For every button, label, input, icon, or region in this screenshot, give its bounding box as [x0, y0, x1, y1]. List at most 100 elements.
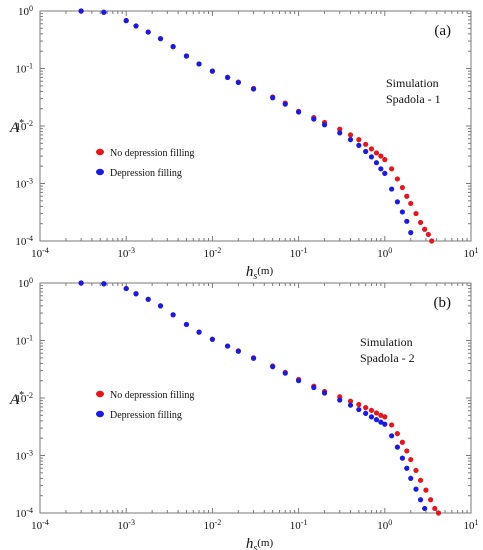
data-point: [373, 417, 380, 423]
data-point: [347, 402, 354, 408]
annotation-line: Spadola - 2: [360, 351, 415, 365]
data-point: [404, 218, 410, 224]
data-point: [378, 412, 384, 418]
y-tick-label: 10-1: [15, 62, 33, 76]
y-tick-label: 10-1: [15, 334, 33, 348]
data-point: [429, 238, 435, 244]
x-tick-label: 10-4: [31, 246, 49, 260]
data-point: [389, 166, 395, 172]
data-point: [235, 348, 241, 354]
data-point: [356, 142, 362, 148]
data-point: [311, 384, 317, 391]
data-point: [250, 86, 257, 92]
data-point: [347, 137, 354, 143]
data-point: [101, 9, 107, 15]
data-point: [347, 398, 354, 404]
plot-frame: [39, 10, 472, 242]
x-tick-label: 101: [464, 246, 479, 260]
data-point: [413, 486, 419, 492]
data-point: [224, 343, 231, 349]
data-point: [389, 186, 395, 192]
data-point: [209, 336, 215, 342]
data-point: [270, 95, 276, 101]
y-axis-label: A*: [9, 118, 24, 136]
data-point: [282, 101, 288, 107]
data-point: [250, 355, 257, 361]
annotation-line: Simulation: [386, 76, 439, 90]
data-point: [417, 497, 424, 503]
data-point: [399, 184, 405, 191]
data-point: [356, 137, 362, 143]
data-point: [270, 364, 276, 370]
data-point: [394, 444, 400, 450]
data-point: [209, 68, 215, 74]
legend-marker: [96, 168, 104, 176]
data-point: [78, 280, 84, 286]
data-point: [196, 61, 202, 67]
legend-label: Depression filling: [110, 168, 182, 179]
series-1: [78, 8, 435, 244]
x-tick-label: 10-2: [204, 246, 222, 260]
data-point: [296, 378, 302, 384]
data-point: [404, 193, 410, 199]
legend-marker: [96, 410, 104, 418]
data-point: [389, 422, 395, 428]
legend: No depression filling Depression filling: [96, 390, 194, 421]
data-point: [145, 296, 151, 302]
y-tick-label: 10-2: [15, 391, 33, 405]
panel-label: (b): [434, 295, 452, 311]
legend-label: No depression filling: [110, 390, 194, 401]
data-point: [356, 406, 362, 413]
y-axis-label: A*: [9, 390, 24, 408]
x-tick-label: 10-1: [290, 518, 308, 532]
data-point: [408, 456, 414, 463]
chart-panel-1: 10-4 10-3 10-2 10-1 100 101 100 10-1 10-2 10-3 10-…: [9, 4, 479, 282]
data-point: [404, 448, 410, 454]
data-point: [157, 36, 164, 42]
data-point: [337, 130, 343, 136]
annotation-line: Simulation: [360, 335, 413, 349]
data-point: [432, 505, 438, 512]
annotation-line: Spadola - 1: [386, 92, 441, 106]
y-tick-label: 10-3: [15, 449, 33, 463]
data-point: [78, 8, 84, 14]
data-point: [368, 154, 375, 160]
y-tick-label: 10-4: [15, 234, 33, 248]
panel-label: (a): [434, 23, 451, 39]
data-point: [378, 166, 384, 172]
data-point: [133, 291, 139, 297]
x-tick-label: 10-4: [31, 518, 49, 532]
data-point: [133, 23, 139, 29]
data-point: [404, 465, 410, 471]
x-tick-label: 10-1: [290, 246, 308, 260]
data-point: [382, 157, 388, 163]
data-point: [408, 475, 414, 481]
data-point: [408, 230, 414, 236]
x-tick-label: 10-3: [117, 518, 135, 532]
chart-panel-2: 10-4 10-3 10-2 10-1 100 101 100 10-1 10-2 10-3 10-…: [9, 276, 479, 550]
x-axis-label: hs(m): [246, 536, 274, 550]
legend-label: Depression filling: [110, 410, 182, 421]
data-point: [413, 210, 419, 217]
data-point: [399, 439, 405, 445]
data-point: [408, 200, 414, 207]
x-axis-label: hs(m): [246, 264, 274, 282]
data-point: [356, 401, 362, 408]
data-point: [337, 397, 343, 403]
data-point: [224, 74, 231, 81]
data-point: [435, 510, 442, 516]
data-point: [311, 116, 317, 122]
data-point: [373, 150, 380, 156]
y-tick-label: 10-4: [15, 506, 33, 520]
data-point: [368, 407, 375, 413]
data-point: [378, 419, 384, 425]
data-point: [428, 497, 434, 503]
data-point: [373, 160, 380, 166]
data-point: [399, 209, 405, 215]
data-point: [101, 281, 107, 287]
data-point: [425, 231, 431, 238]
data-point: [422, 505, 428, 512]
data-point: [157, 303, 164, 309]
y-tick-label: 100: [18, 276, 33, 290]
data-point: [382, 414, 388, 420]
